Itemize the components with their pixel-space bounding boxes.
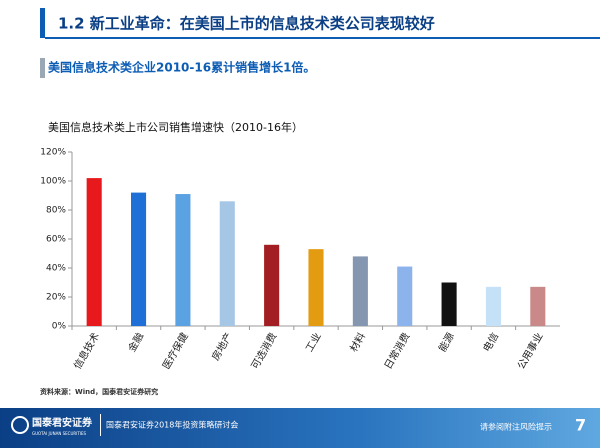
bar <box>264 244 280 326</box>
bar <box>219 201 235 326</box>
footer-divider <box>100 414 101 436</box>
y-tick-label: 80% <box>46 206 66 216</box>
logo-icon <box>11 416 29 434</box>
footer-notice: 请参阅附注风险提示 <box>480 422 552 432</box>
bar <box>397 266 413 326</box>
source: 资料来源：Wind，国泰君安证券研究 <box>40 387 158 396</box>
bar <box>175 194 191 326</box>
y-tick-label: 40% <box>46 264 66 274</box>
bar <box>308 249 324 326</box>
y-tick-label: 120% <box>40 148 66 158</box>
bar <box>441 282 457 326</box>
footer-logo-en: GUOTAI JUNAN SECURITIES <box>32 431 86 436</box>
bar <box>485 286 501 326</box>
footer-event: 国泰君安证券2018年投资策略研讨会 <box>106 420 238 430</box>
y-tick-label: 100% <box>40 177 66 187</box>
bar <box>352 256 368 326</box>
y-tick-label: 60% <box>46 235 66 245</box>
subtitle-accent <box>40 58 45 78</box>
chart-title: 美国信息技术类上市公司销售增速快（2010-16年） <box>48 120 303 134</box>
y-tick-label: 0% <box>52 322 67 332</box>
header-rule <box>45 37 600 39</box>
y-tick-label: 20% <box>46 293 66 303</box>
header-title: 1.2 新工业革命：在美国上市的信息技术类公司表现较好 <box>58 15 435 33</box>
footer-logo: 国泰君安证券 <box>32 416 93 429</box>
bar <box>131 192 147 326</box>
bar <box>530 286 546 326</box>
bar <box>86 178 102 326</box>
header-accent <box>40 8 45 38</box>
page-number: 7 <box>575 416 586 435</box>
subtitle: 美国信息技术类企业2010-16累计销售增长1倍。 <box>48 60 315 75</box>
